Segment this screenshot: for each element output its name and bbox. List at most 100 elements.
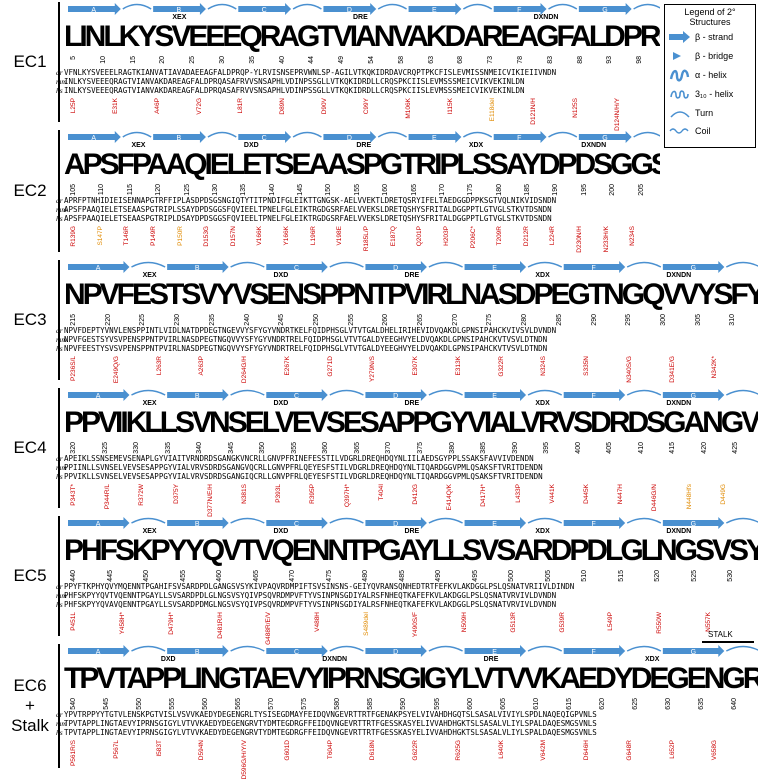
position-number: 350	[259, 442, 267, 454]
mutation-label: S335N	[583, 356, 590, 376]
position-number: 440	[70, 570, 77, 582]
turn-curve	[131, 517, 166, 524]
turn-curve	[230, 645, 265, 652]
mutation-label: Y279N/S	[369, 356, 377, 383]
mutation-label: R139G	[70, 226, 77, 247]
turn-curve	[377, 131, 407, 138]
strand-arrow	[238, 131, 292, 143]
motif-label: DXD	[273, 528, 289, 535]
position-number: 130	[211, 184, 219, 196]
mutation-label: Q201P	[416, 226, 424, 247]
species-label: hs	[56, 214, 63, 223]
ec-panel: EC6 + Stalk A B C D E F G DXD DXNDN DRE XDX TPVTAPPLIN…	[0, 642, 759, 779]
position-number: 185	[524, 184, 532, 196]
legend-row-310-helix: 3₁₀ - helix	[669, 88, 753, 102]
mutation-label: D153G	[203, 226, 211, 247]
strand-letter: B	[177, 135, 182, 142]
alpha-helix-icon	[669, 69, 690, 82]
mutation-label: L196R	[309, 226, 317, 246]
strand-letter: A	[91, 7, 96, 14]
position-number: 190	[552, 184, 560, 196]
turn-curve	[633, 3, 660, 10]
strand-arrow	[662, 389, 725, 401]
divider-line	[58, 260, 60, 380]
sequence-logo: LINLKYSVEEEQRAGTVIANVAKDAREAGFALDPRQASAF…	[64, 20, 660, 53]
divider-line	[58, 388, 60, 508]
mutation-label: E118del	[488, 98, 496, 122]
mutation-label: D90V	[321, 98, 329, 115]
secondary-structure-legend: Legend of 2° Structures β - strand β - b…	[664, 4, 756, 148]
strand-arrow	[68, 645, 130, 657]
mutation-label: D212R	[522, 226, 530, 247]
ec-panel: EC2 A B C D E F G XEX DXD DRE XDX DXNDN APSFPAAQIELET…	[0, 128, 759, 254]
position-number: 490	[435, 570, 443, 582]
strand-letter: A	[96, 521, 101, 528]
stalk-bar	[702, 641, 754, 643]
strand-letter: C	[294, 393, 299, 400]
domain-label-line: EC1	[13, 52, 47, 71]
mutation-label: L433P	[514, 484, 522, 503]
mutation-label: G322R	[497, 356, 505, 377]
motif-label: DXD	[273, 272, 289, 279]
mutation-label: V642M	[540, 740, 548, 761]
divider-line	[58, 516, 60, 636]
sequence-row-dr: NPVFDEPTYVNVLENSPPINTLVIDLNATDPDEGTNGEVV…	[64, 326, 557, 335]
strand-arrow	[563, 517, 626, 529]
mutation-label: D121N/H	[530, 98, 538, 125]
sequence-row-hs: TPVTAPPLINGTAEVYIPRNSGIGYLVTVVKAEDYDEGEN…	[64, 728, 597, 737]
position-number: 575	[301, 698, 309, 710]
position-number: 425	[732, 442, 740, 454]
strand-letter: C	[294, 521, 299, 528]
mutation-label: A263P	[198, 356, 206, 376]
mutation-label: C99Y	[363, 98, 370, 115]
domain-label-line: EC3	[13, 310, 47, 329]
position-number: 15	[129, 56, 137, 64]
position-number: 115	[126, 184, 134, 196]
strand-arrow	[68, 261, 130, 273]
position-numbers: 540 545 550 555 560 565 570 575 580 585 590 595 600 6…	[64, 698, 758, 710]
position-number: 385	[480, 442, 488, 454]
three-ten-helix-icon	[670, 90, 689, 99]
position-number: 290	[590, 314, 598, 326]
position-number: 140	[268, 184, 276, 196]
strand-arrow-icon	[669, 31, 690, 43]
position-number: 355	[290, 442, 298, 454]
sequence-row-mm: PPIINLLSVNSELVEVSESAPPGYVIALVRVSDRDSGANG…	[64, 463, 543, 472]
domain-label-line: Stalk	[11, 716, 49, 735]
motif-label: DRE	[404, 400, 420, 407]
stalk-label: STALK	[708, 630, 733, 639]
mutation-label: L549P	[607, 612, 615, 631]
motif-label: XDX	[535, 272, 550, 279]
strand-arrow	[153, 3, 206, 15]
position-number: 275	[486, 314, 494, 326]
position-number: 44	[308, 56, 316, 64]
position-number: 170	[438, 184, 446, 196]
position-number: 200	[609, 184, 617, 196]
position-number: 120	[155, 184, 163, 196]
position-numbers: 105 110 115 120 125 130 135 140 145 150 155 160 165 1…	[64, 184, 660, 196]
position-number: 225	[139, 314, 147, 326]
domain-label: EC1	[4, 52, 56, 72]
position-number: 155	[353, 184, 361, 196]
motif-label: DXD	[273, 400, 289, 407]
strand-letter: D	[393, 393, 398, 400]
secondary-structure-track: A B C D E F G	[68, 645, 758, 657]
strand-letter: F	[591, 265, 595, 272]
strand-arrow	[266, 261, 328, 273]
species-label: dr	[56, 196, 63, 205]
mutation-label: D375Y	[172, 484, 180, 504]
position-number: 570	[268, 698, 276, 710]
mutation-label: T404I	[377, 484, 385, 501]
sequence-row-dr: YPVTRPPYYTGTVLENSKPGTVISLVSVVKAEDYDEGENG…	[64, 710, 597, 719]
motif-label: DRE	[356, 142, 372, 149]
bridge-icon	[673, 52, 681, 60]
mutation-label: S147P	[96, 226, 104, 246]
domain-label: EC5	[4, 566, 56, 586]
motif-label: XDX	[468, 142, 484, 149]
mutation-label: I115K	[446, 98, 454, 115]
strand-letter: C	[262, 135, 267, 142]
mutation-label: M106K	[404, 98, 412, 119]
turn-curve	[207, 3, 237, 10]
position-number: 515	[617, 570, 625, 582]
sequence-row-mm: NPVFGESTSYVSVPENSPPNTPVIRLNASDPEGTNGQVVY…	[64, 335, 548, 344]
